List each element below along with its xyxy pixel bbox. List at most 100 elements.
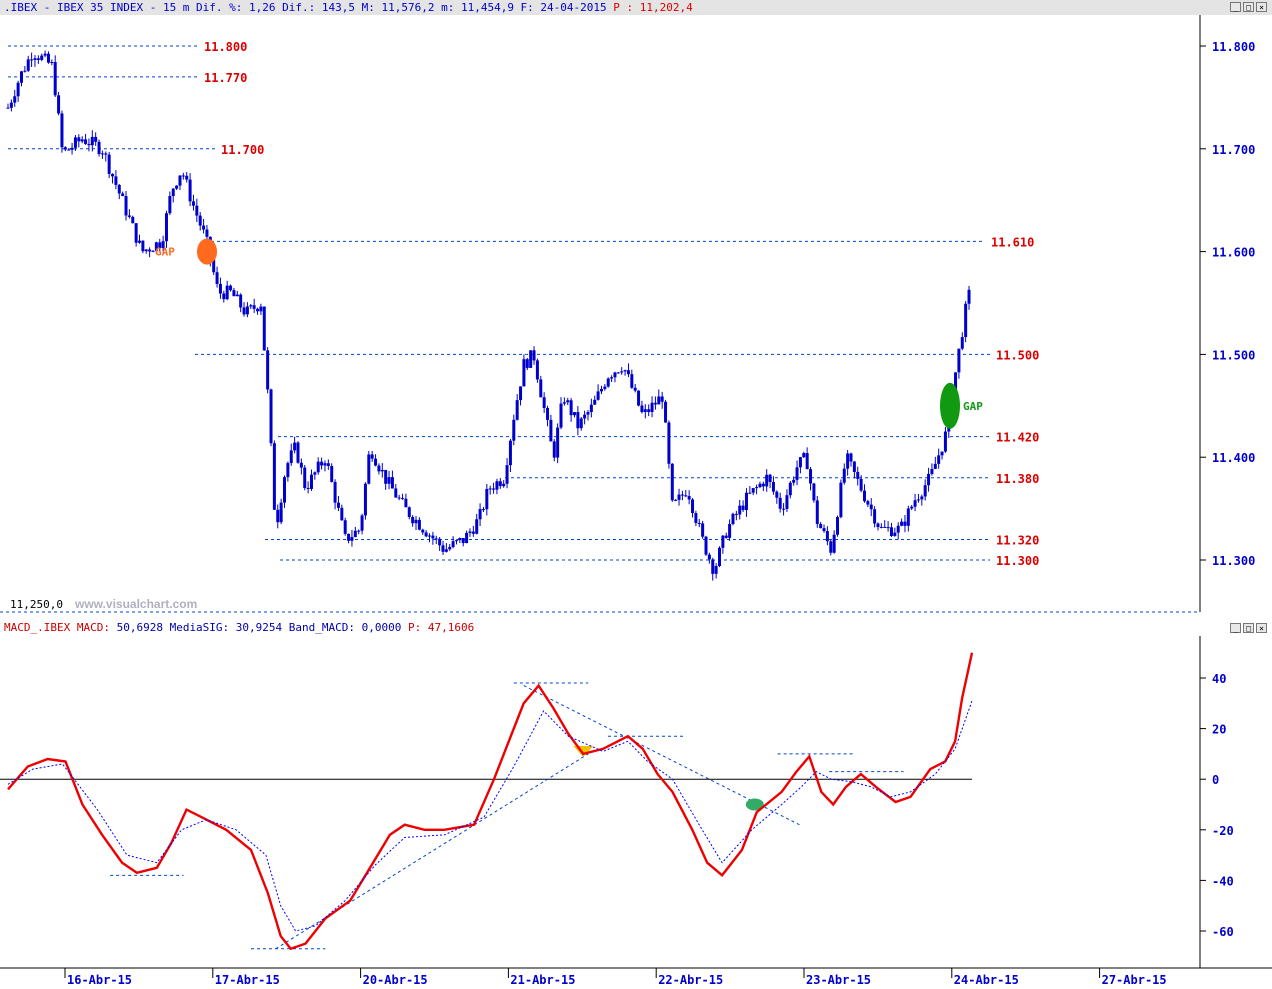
candle-body: [266, 350, 270, 390]
candle-body: [303, 467, 307, 488]
candle-body: [842, 468, 846, 483]
candle-body: [178, 175, 182, 186]
level-label: 11.320: [996, 533, 1039, 547]
candle-body: [9, 102, 13, 108]
candle-body: [596, 391, 600, 400]
macd-line: [7, 652, 974, 951]
candle-body: [111, 173, 115, 177]
candle-body: [964, 303, 968, 338]
candle-body: [701, 523, 705, 537]
macd-minimize-button[interactable]: _: [1230, 623, 1241, 633]
close-button[interactable]: ×: [1256, 2, 1267, 12]
candle-body: [492, 488, 496, 490]
candle-body: [751, 488, 755, 493]
candle-body: [43, 53, 47, 56]
candle-body: [633, 387, 637, 391]
candle-body: [269, 389, 273, 444]
candle-body: [741, 505, 745, 510]
price-titlebar: [0, 0, 1272, 15]
candle-body: [191, 201, 195, 206]
candle-body: [943, 431, 947, 452]
macd-ellipse-marker: [745, 798, 764, 811]
candle-body: [657, 396, 661, 405]
macd-axis-label: -20: [1212, 824, 1234, 838]
candle-body: [886, 527, 890, 529]
candle-body: [583, 414, 587, 419]
candle-body: [444, 549, 448, 552]
candle-body: [19, 71, 23, 83]
macd-close-button[interactable]: ×: [1256, 623, 1267, 633]
candle-body: [744, 492, 748, 510]
candle-body: [643, 409, 647, 413]
candle-body: [862, 490, 866, 502]
macd-axis-label: 0: [1212, 773, 1219, 787]
candle-body: [788, 482, 792, 496]
candle-body: [566, 400, 570, 403]
candle-body: [731, 513, 735, 525]
candle-body: [933, 463, 937, 469]
candle-body: [202, 225, 206, 230]
maximize-button[interactable]: □: [1243, 2, 1254, 12]
price-floor-label: 11,250,0: [10, 598, 63, 611]
candle-body: [748, 492, 752, 494]
candle-body: [680, 494, 684, 496]
candle-body: [839, 482, 843, 518]
candle-body: [879, 526, 883, 528]
candle-body: [475, 519, 479, 534]
candle-body: [144, 249, 148, 252]
candle-body: [539, 379, 543, 398]
candle-body: [259, 306, 263, 312]
candle-body: [535, 360, 539, 380]
candle-body: [765, 474, 769, 487]
candle-body: [138, 240, 142, 243]
candle-body: [320, 461, 324, 466]
candle-body: [775, 491, 779, 498]
candle-body: [825, 531, 829, 542]
candle-body: [80, 139, 84, 142]
candle-body: [414, 519, 418, 524]
candle-body: [107, 154, 111, 174]
candle-body: [542, 397, 546, 408]
candle-body: [532, 350, 536, 361]
macd-axis-label: -60: [1212, 925, 1234, 939]
candle-body: [151, 251, 155, 253]
gap-marker: [940, 382, 960, 429]
candle-body: [188, 179, 192, 202]
price-axis-label: 11.300: [1212, 554, 1255, 568]
candle-body: [721, 535, 725, 548]
candle-body: [889, 527, 893, 536]
price-axis-label: 11.400: [1212, 451, 1255, 465]
candle-body: [313, 472, 317, 475]
candle-body: [606, 378, 610, 387]
candle-body: [417, 519, 421, 530]
candle-body: [913, 500, 917, 507]
candle-body: [465, 532, 469, 544]
candle-body: [876, 523, 880, 528]
candle-body: [100, 153, 104, 155]
level-label: 11.700: [221, 143, 264, 157]
candle-body: [954, 372, 958, 400]
candle-body: [326, 463, 330, 467]
candle-body: [353, 530, 357, 537]
date-label: 27-Abr-15: [1102, 973, 1167, 987]
candle-body: [394, 488, 398, 498]
candle-body: [859, 478, 863, 491]
price-axis-label: 11.600: [1212, 246, 1255, 260]
candle-body: [461, 538, 465, 544]
candle-body: [714, 566, 718, 574]
candle-body: [384, 469, 388, 484]
candle-body: [849, 453, 853, 462]
signal-line: [7, 700, 973, 932]
date-label: 20-Abr-15: [363, 973, 428, 987]
candle-body: [340, 507, 344, 521]
candle-body: [795, 467, 799, 480]
candle-body: [222, 293, 226, 300]
candle-body: [785, 495, 789, 509]
candle-body: [771, 481, 775, 492]
minimize-button[interactable]: _: [1230, 2, 1241, 12]
candle-body: [782, 508, 786, 510]
candle-body: [225, 285, 229, 300]
macd-maximize-button[interactable]: □: [1243, 623, 1254, 633]
candle-body: [616, 372, 620, 374]
